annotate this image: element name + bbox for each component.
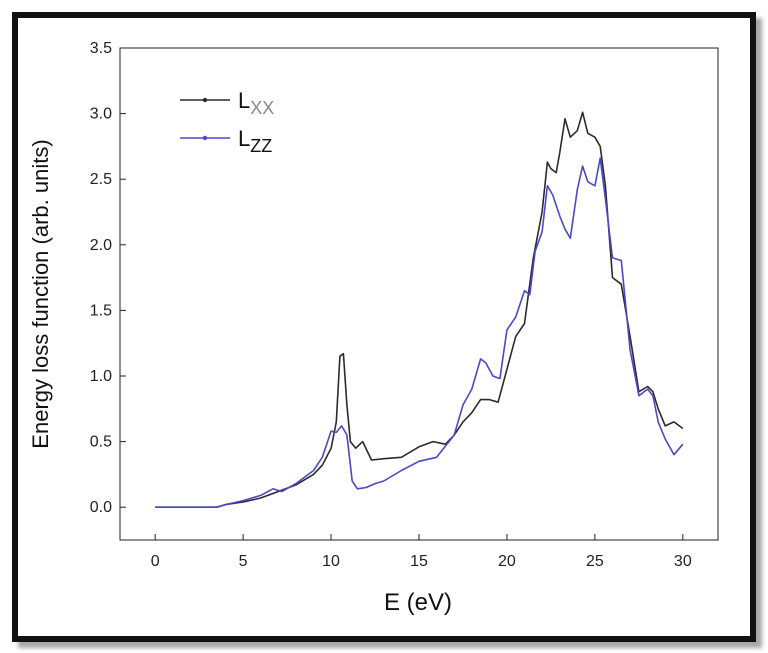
- y-tick-label: 0.5: [90, 434, 112, 451]
- y-tick-label: 2.0: [90, 237, 112, 254]
- series-lines: [155, 111, 684, 509]
- legend-label-base: L: [238, 126, 250, 151]
- legend-marker-zz: [202, 135, 208, 141]
- energy-loss-chart: 0 5 10 15 20 25 30 0.0 0.5 1.0 1.5 2.0 2.5 3.0 3.5 LX…: [28, 40, 719, 616]
- x-tick-label: 10: [322, 553, 340, 570]
- legend-marker-xx: [202, 97, 208, 103]
- x-axis-ticks: 0 5 10 15 20 25 30: [151, 534, 692, 570]
- y-tick-label: 1.5: [90, 302, 112, 319]
- y-tick-label: 3.0: [90, 106, 112, 123]
- legend-label-subscript: XX: [250, 98, 274, 118]
- y-tick-label: 0.0: [90, 499, 112, 516]
- x-tick-label: 15: [410, 553, 428, 570]
- series-line-zz: [155, 157, 684, 509]
- figure-frame: 0 5 10 15 20 25 30 0.0 0.5 1.0 1.5 2.0 2.5 3.0 3.5 LX…: [12, 12, 756, 642]
- x-axis-label: E (eV): [384, 589, 452, 616]
- series-line-xx: [155, 111, 684, 509]
- y-tick-label: 2.5: [90, 171, 112, 188]
- x-tick-label: 5: [239, 553, 248, 570]
- legend-label-base: L: [238, 88, 250, 113]
- x-tick-label: 20: [498, 553, 516, 570]
- legend-label-xx: LXX: [238, 88, 274, 118]
- legend-label-zz: LZZ: [238, 126, 272, 156]
- legend-label-subscript: ZZ: [250, 136, 272, 156]
- y-axis-ticks: 0.0 0.5 1.0 1.5 2.0 2.5 3.0 3.5: [90, 40, 126, 516]
- y-axis-label: Energy loss function (arb. units): [28, 139, 53, 448]
- x-tick-label: 0: [151, 553, 160, 570]
- y-tick-label: 1.0: [90, 368, 112, 385]
- plot-area: [119, 47, 719, 541]
- y-tick-label: 3.5: [90, 40, 112, 57]
- x-tick-label: 30: [674, 553, 692, 570]
- x-tick-label: 25: [586, 553, 604, 570]
